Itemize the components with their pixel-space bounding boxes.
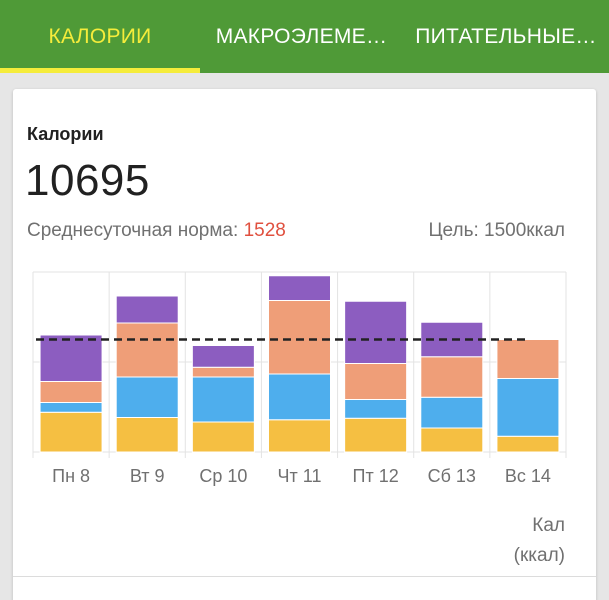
bar-segment [344,399,408,419]
bar-segment [420,427,484,453]
tab-calories[interactable]: КАЛОРИИ [48,24,152,48]
bar-segment [496,435,560,453]
daily-average-value: 1528 [243,220,286,241]
bar-segment [191,366,255,378]
bar-segment [39,334,103,382]
x-tick-label: Пт 12 [353,466,399,486]
bar-segment [39,381,103,403]
bar-segment [115,376,179,418]
x-tick-label: Вт 9 [130,466,165,486]
x-tick-label: Вс 14 [505,466,551,486]
bar-segment [268,300,331,375]
x-tick-label: Ср 10 [199,466,247,486]
tab-nutrients[interactable]: ПИТАТЕЛЬНЫЕ… [415,24,597,48]
card-title: Калории [27,124,104,144]
bar-segment [39,411,103,453]
bar-segment [191,376,255,423]
goal-text: Цель: 1500ккал [428,220,566,241]
bar-segment [115,417,179,453]
bar-segment [268,275,331,301]
x-tick-label: Сб 13 [428,466,476,486]
tab-macros[interactable]: МАКРОЭЛЕМЕ… [215,24,388,48]
bar-segment [115,295,179,324]
bar-segment [268,419,331,453]
bar-segment [496,378,560,437]
daily-average-label: Среднесуточная норма: [27,220,244,241]
unit-label-line1: Кал [532,515,565,536]
bar-segment [39,402,103,413]
bar-segment [344,300,408,364]
bar-segment [420,356,484,398]
unit-label-line2: (ккал) [513,545,565,566]
unit-label: Кал (ккал) [514,511,565,571]
calories-chart[interactable]: Пн 8 Вт 9 Ср 10 Чт 11 Пт 12 Сб 13 Вс 14 [13,89,596,569]
bar-segment [344,363,408,400]
bar-segment [268,373,331,421]
x-tick-label: Чт 11 [278,466,322,486]
bar-segment [420,396,484,429]
x-tick-label: Пн 8 [52,466,90,486]
card-divider [13,576,596,577]
calories-card: Калории 10695 Среднесуточная норма: 1528… [13,89,596,600]
active-tab-indicator [0,68,200,73]
bar-segment [496,339,560,379]
bar-segment [115,322,179,378]
daily-average: Среднесуточная норма: 1528 [27,220,286,242]
bar-segment [344,417,408,453]
bar-segment [191,345,255,368]
tab-bar: КАЛОРИИ МАКРОЭЛЕМЕ… ПИТАТЕЛЬНЫЕ… [0,0,609,73]
total-calories: 10695 [25,156,150,205]
bar-segment [191,421,255,453]
